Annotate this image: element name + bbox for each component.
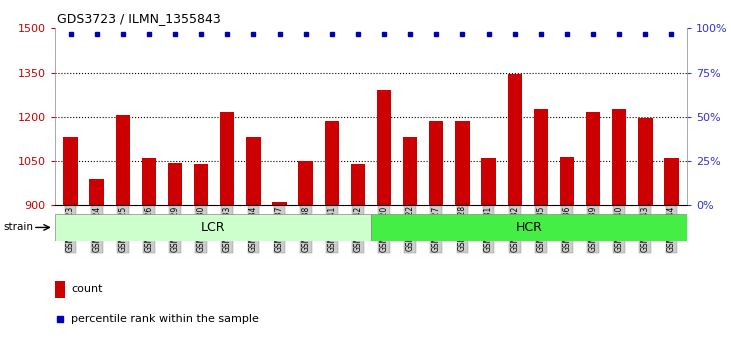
Bar (560, 156, 574, 205)
Bar (371, 214, 687, 241)
Bar (89, 179, 104, 205)
Bar (64, 137, 77, 205)
Bar (273, 202, 287, 205)
Bar (55, 214, 371, 241)
Bar (534, 109, 548, 205)
Bar (220, 112, 235, 205)
Bar (298, 161, 313, 205)
Bar (115, 115, 130, 205)
Bar (351, 164, 365, 205)
Text: GDS3723 / ILMN_1355843: GDS3723 / ILMN_1355843 (58, 12, 221, 25)
Bar (638, 118, 653, 205)
Bar (55, 280, 65, 298)
Text: LCR: LCR (200, 221, 225, 234)
Bar (612, 109, 626, 205)
Bar (142, 158, 156, 205)
Bar (455, 121, 469, 205)
Bar (377, 90, 391, 205)
Bar (194, 164, 208, 205)
Text: HCR: HCR (515, 221, 542, 234)
Text: percentile rank within the sample: percentile rank within the sample (71, 314, 260, 324)
Bar (403, 137, 417, 205)
Bar (168, 162, 182, 205)
Text: count: count (71, 284, 103, 294)
Text: strain: strain (4, 222, 34, 233)
Bar (586, 112, 600, 205)
Bar (246, 137, 260, 205)
Bar (482, 158, 496, 205)
Bar (325, 121, 339, 205)
Bar (429, 121, 444, 205)
Bar (507, 74, 522, 205)
Bar (664, 158, 678, 205)
